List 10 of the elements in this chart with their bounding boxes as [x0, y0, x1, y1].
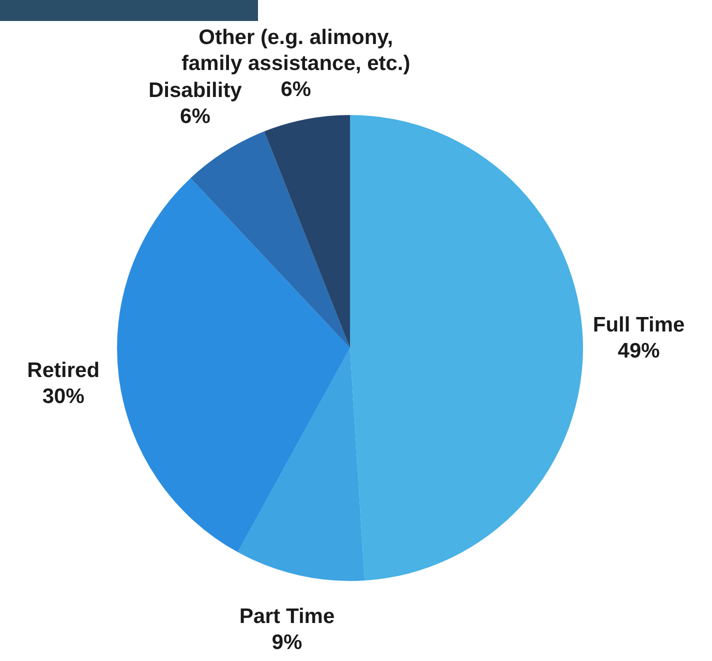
slice-label: Disability — [148, 78, 242, 102]
data-label: 49% — [618, 340, 660, 363]
slice-label: Retired — [27, 359, 100, 382]
slice-label: Full Time — [592, 314, 685, 337]
data-label: 6% — [280, 78, 312, 101]
slice-label: Part Time — [239, 604, 335, 628]
data-label: 9% — [272, 630, 302, 654]
slice-label: Other (e.g. alimony, family assistance, etc.) — [181, 26, 410, 75]
data-label: 6% — [180, 104, 211, 128]
data-label: 30% — [42, 385, 85, 408]
